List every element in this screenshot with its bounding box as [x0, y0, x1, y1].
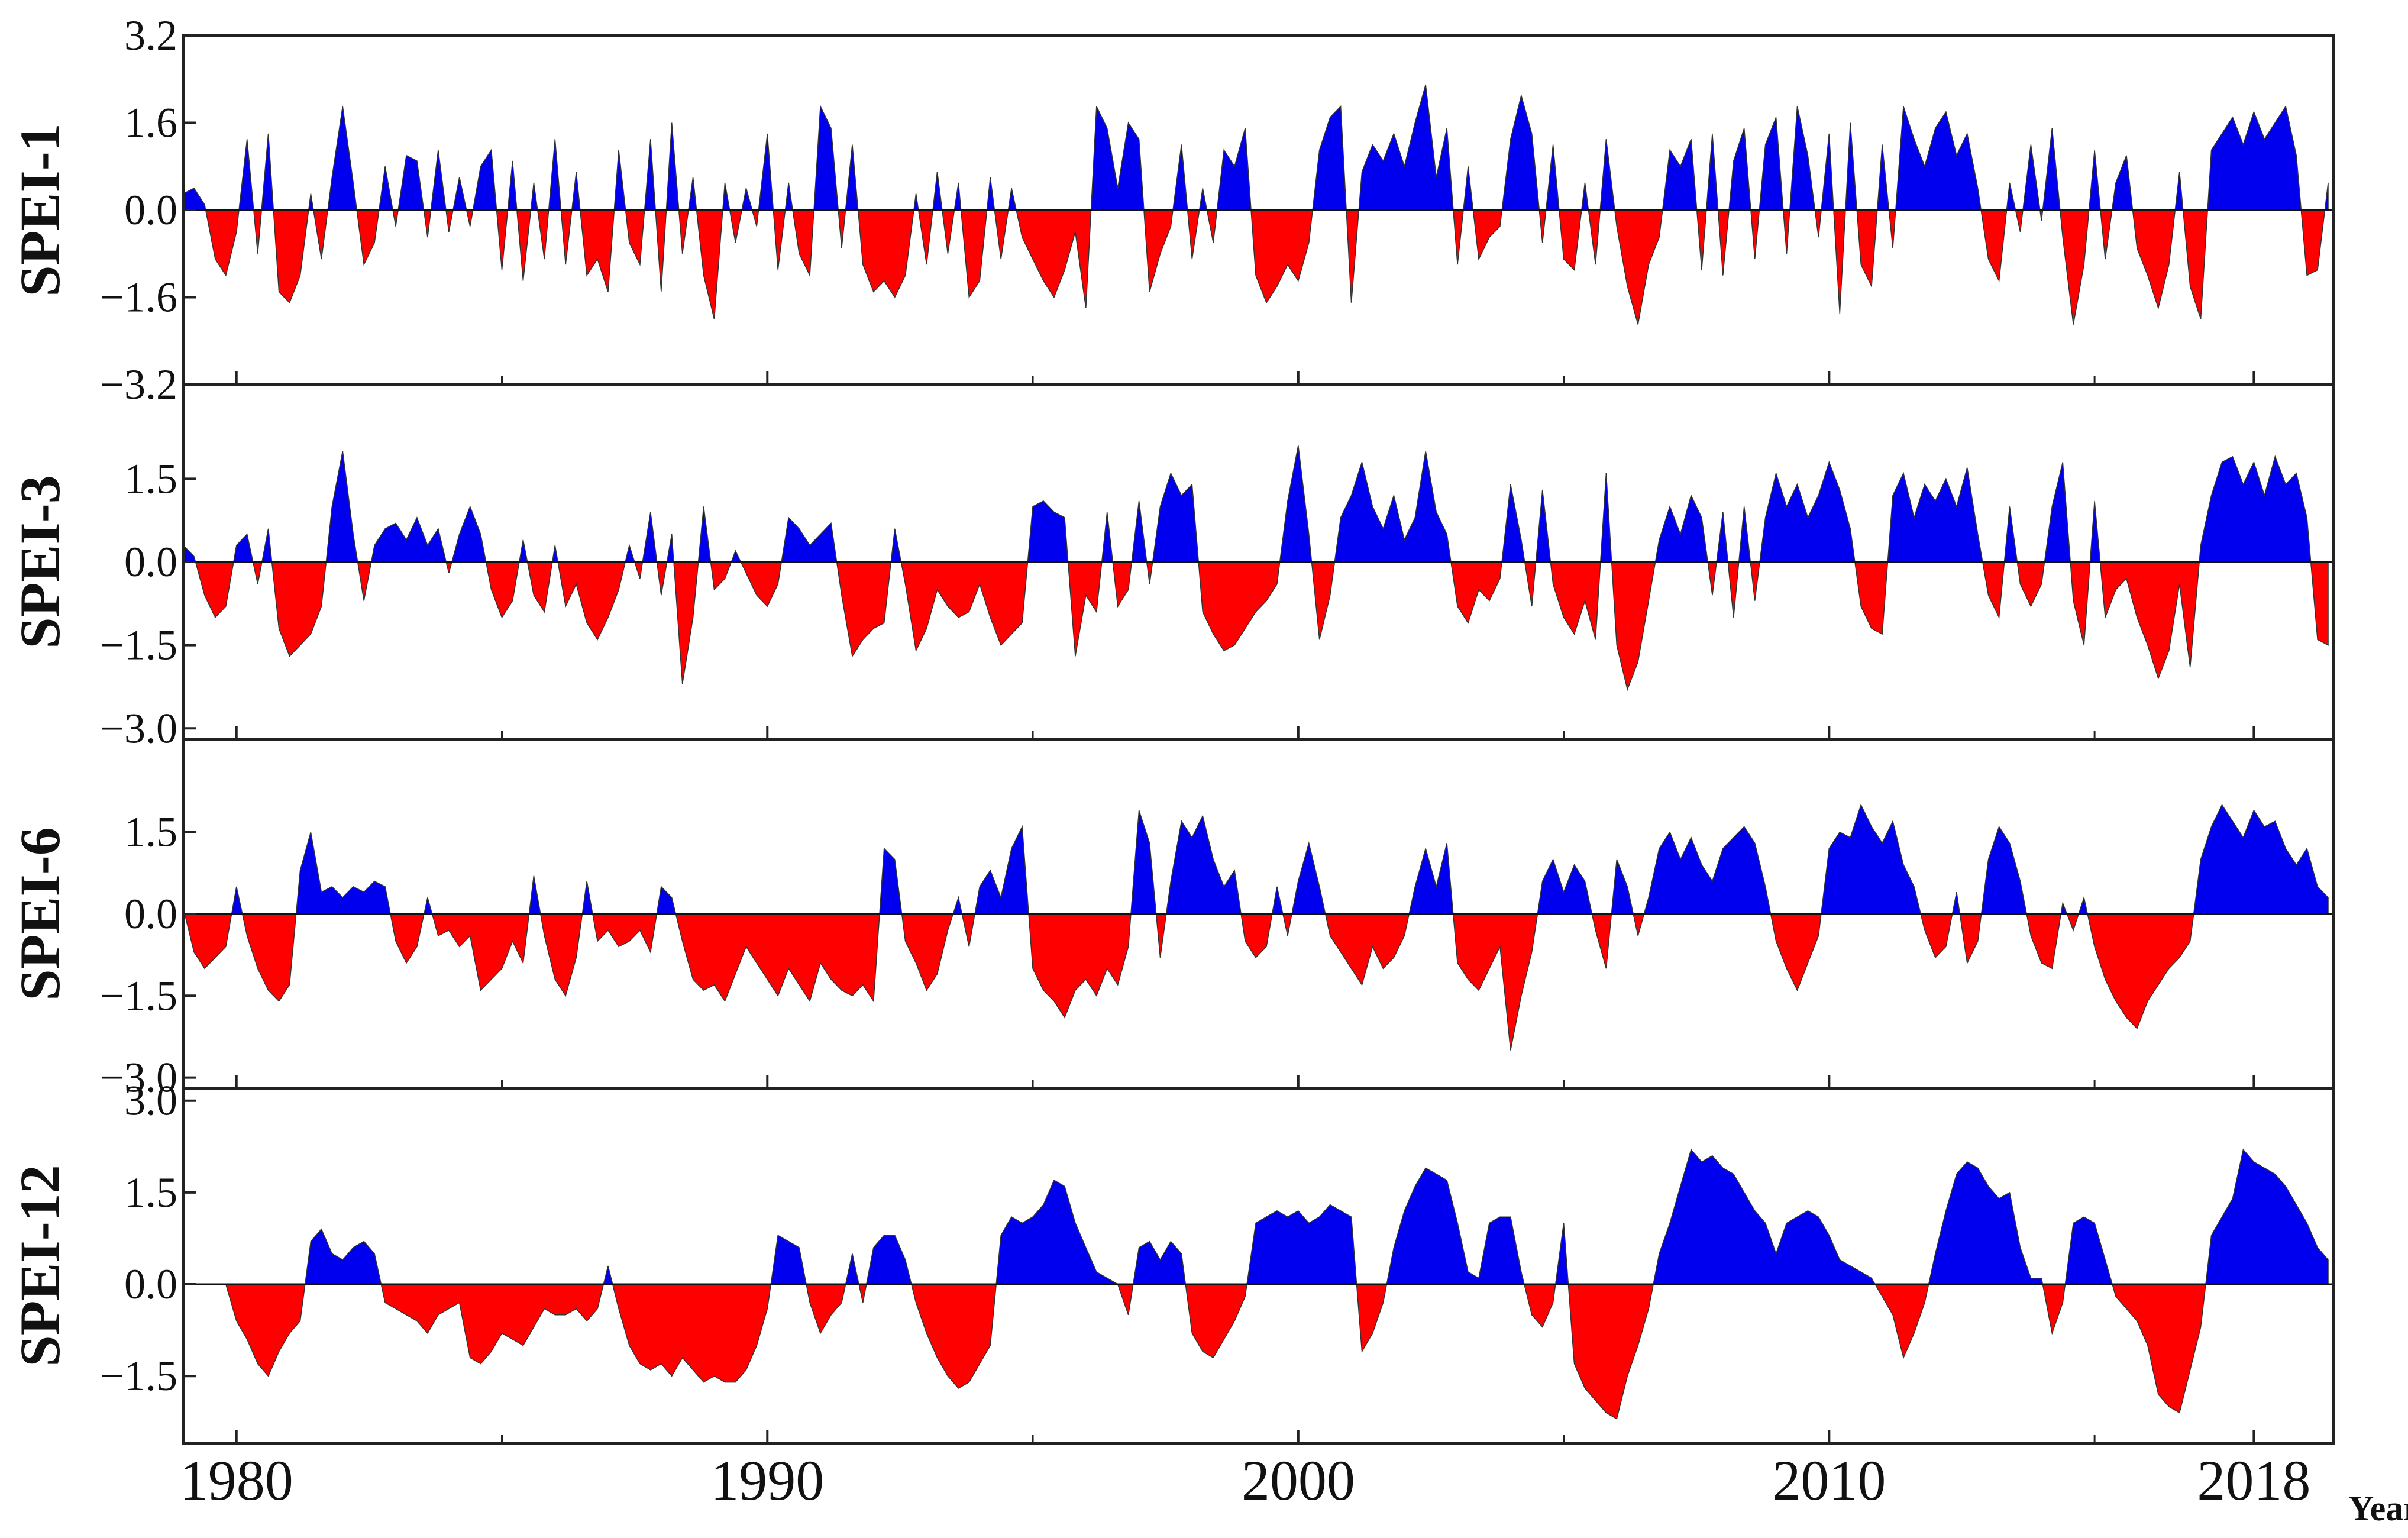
y-tick-label: 3.0	[124, 1077, 177, 1125]
spei-6-negative-area	[183, 914, 2328, 1051]
spei-3-series-line	[183, 445, 2329, 692]
y-tick-label: −1.6	[100, 274, 177, 321]
y-tick-label: −1.5	[100, 622, 177, 669]
spei-12-frame	[182, 1087, 2335, 1445]
y-tick-label: −3.2	[100, 361, 177, 408]
spei-1-negative-area	[183, 210, 2328, 325]
spei-1-positive-area	[183, 85, 2328, 210]
y-tick-label: 0.0	[124, 186, 177, 234]
x-tick-label-2010: 2010	[1772, 1449, 1886, 1512]
x-tick-label-1980: 1980	[180, 1449, 293, 1512]
spei-6-series-line	[183, 803, 2329, 1051]
y-tick-label: 1.6	[124, 99, 177, 147]
panel-spei-12: 3.0 1.5 0.0 −1.5 SPEI-12	[8, 1077, 2335, 1445]
x-axis-title: Year	[2348, 1489, 2408, 1528]
x-tick-label-2018: 2018	[2197, 1449, 2310, 1512]
panel-label-spei-12: SPEI-12	[8, 1165, 72, 1366]
spei-12-series-line	[183, 1148, 2329, 1420]
y-tick-label: 1.5	[124, 809, 177, 856]
y-tick-label: 1.5	[124, 1169, 177, 1216]
spei-12-positive-area	[183, 1149, 2328, 1285]
spei-3-negative-area	[183, 562, 2328, 690]
panels: 3.2 1.6 0.0 −1.6 −3.2 SPEI-1 1.5 0.0 −1.5 −3.0 SPE…	[8, 12, 2335, 1445]
panel-label-spei-6: SPEI-6	[8, 827, 72, 1000]
panel-spei-1: 3.2 1.6 0.0 −1.6 −3.2 SPEI-1	[8, 12, 2335, 408]
panel-label-spei-1: SPEI-1	[8, 123, 72, 296]
panel-spei-6: 1.5 0.0 −1.5 −3.0 SPEI-6	[8, 738, 2335, 1101]
y-tick-label: −1.5	[100, 972, 177, 1019]
y-tick-label: 0.0	[124, 890, 177, 938]
y-tick-label: −1.5	[100, 1352, 177, 1400]
panel-spei-3: 1.5 0.0 −1.5 −3.0 SPEI-3	[8, 383, 2335, 752]
y-tick-label: 0.0	[124, 538, 177, 586]
panel-label-spei-3: SPEI-3	[8, 475, 72, 648]
y-tick-label: 3.2	[124, 12, 177, 59]
y-tick-label: 1.5	[124, 455, 177, 502]
spei-6-positive-area	[183, 804, 2328, 914]
y-tick-label: 0.0	[124, 1261, 177, 1308]
y-tick-label: −3.0	[100, 705, 177, 752]
x-tick-label-2000: 2000	[1242, 1449, 1355, 1512]
y-tick-label: −3.0	[100, 1054, 177, 1101]
spei-3-positive-area	[183, 445, 2328, 562]
spei-1-series-line	[183, 84, 2329, 325]
spei-12-negative-area	[225, 1284, 2206, 1419]
x-tick-label-1990: 1990	[710, 1449, 824, 1512]
x-axis: 1980 1990 2000 2010 2018	[180, 1449, 2311, 1512]
